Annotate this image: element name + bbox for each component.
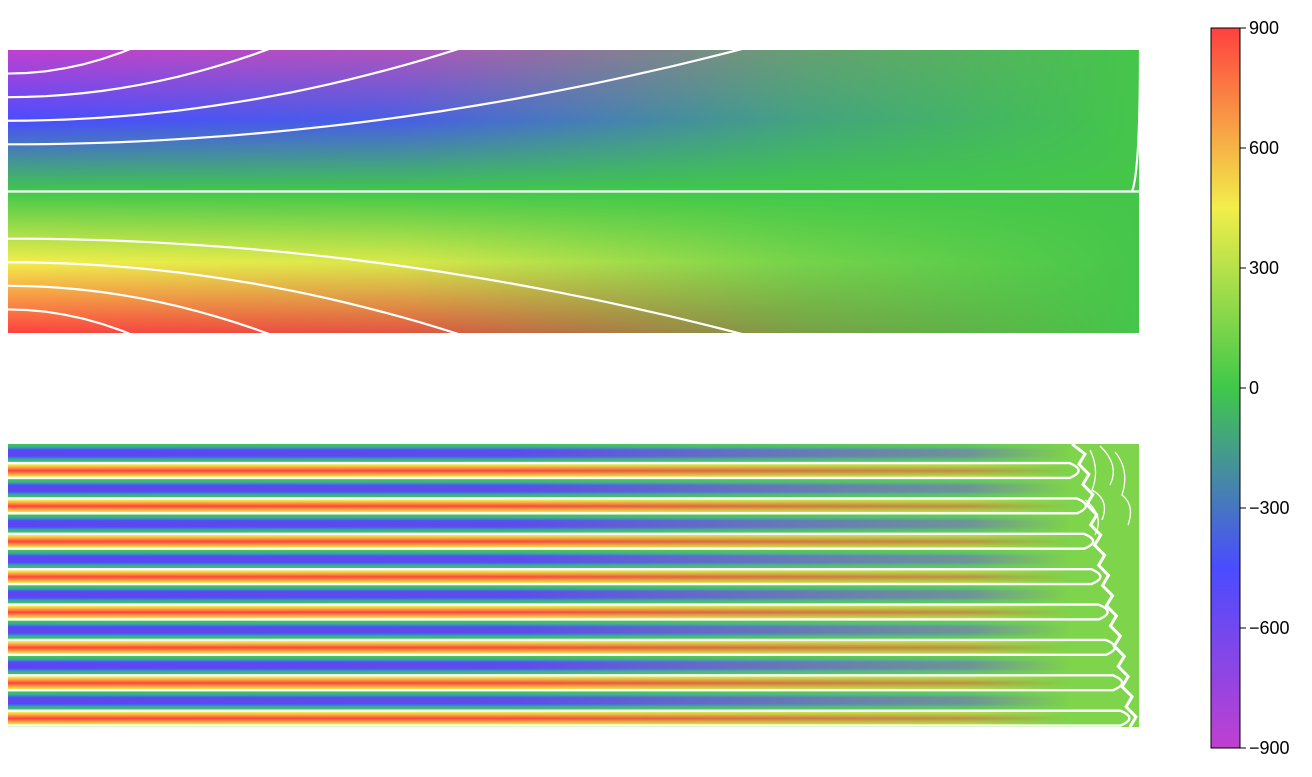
colorbar-tick-label: −600 [1249,618,1290,638]
contour-line [1099,445,1114,486]
top-panel-contours [8,50,1139,333]
colorbar-tick-label: 600 [1249,138,1279,158]
bottom-panel [8,444,1139,727]
contour-line [8,284,270,333]
contour-line [8,674,1124,692]
contour-line [8,237,743,333]
contour-line [8,603,1109,621]
contour-line [8,532,1095,550]
colorbar-tick-label: 0 [1249,378,1259,398]
contour-line [8,50,743,146]
contour-line [8,261,459,333]
colorbar-tick-label: −900 [1249,738,1290,758]
bottom-panel-contours [8,444,1138,727]
contour-line [1114,451,1132,526]
colorbar-tick-label: −300 [1249,498,1290,518]
colorbar-tick-label: 900 [1249,18,1279,38]
bottom-panel-fade [8,444,1139,727]
top-panel [8,50,1139,333]
contour-line [1089,449,1106,521]
contour-line [8,709,1131,727]
colorbar-tick-label: 300 [1249,258,1279,278]
contour-line [8,497,1088,515]
contour-line [8,461,1080,480]
contour-line [1071,444,1138,727]
contour-line [1084,499,1099,536]
contour-line [8,50,459,122]
colorbar-gradient [1210,27,1241,749]
contour-line [8,568,1102,586]
contour-line [1130,51,1139,192]
contour-line [8,50,270,99]
colorbar: 900 600 300 0 −300 −600 −900 [1210,18,1290,758]
colorbar-ticks: 900 600 300 0 −300 −600 −900 [1240,18,1290,758]
